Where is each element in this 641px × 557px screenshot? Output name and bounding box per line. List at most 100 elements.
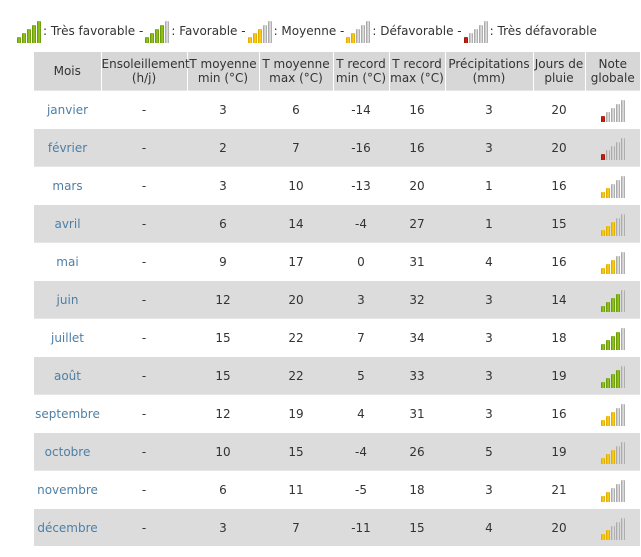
table-row: janvier -3 6 -14 16 3 20 — [34, 90, 640, 129]
header-precipitation: Précipitations (mm) — [445, 52, 534, 91]
signal-bar — [247, 37, 252, 43]
rain-days-cell: 16 — [533, 242, 585, 281]
month-cell[interactable]: octobre — [34, 432, 101, 471]
signal-bar — [610, 145, 615, 160]
signal-bar — [356, 29, 361, 43]
month-cell[interactable]: décembre — [34, 508, 101, 546]
month-cell[interactable]: février — [34, 128, 101, 167]
record-max-cell: 31 — [389, 242, 445, 281]
precipitation-cell: 3 — [445, 394, 533, 433]
legend-item-average: : Moyenne - — [247, 19, 347, 43]
header-temp-max: T moyenne max (°C) — [259, 52, 334, 91]
signal-bar — [610, 487, 615, 502]
climate-table: Mois Ensoleillement (h/j) T moyenne min (°… — [34, 52, 640, 546]
temp-max-cell: 22 — [259, 356, 333, 395]
record-min-cell: 7 — [333, 318, 389, 357]
signal-bar — [615, 483, 620, 502]
sunshine-cell: - — [101, 90, 187, 129]
overall-rating-cell — [585, 394, 640, 433]
table-row: décembre -3 7 -11 15 4 20 — [34, 508, 640, 546]
sunshine-cell: - — [101, 128, 187, 167]
record-min-cell: -5 — [333, 470, 389, 509]
legend-item-very-unfavorable: : Très défavorable — [463, 19, 599, 43]
precipitation-cell: 3 — [445, 128, 533, 167]
precipitation-cell: 3 — [445, 318, 533, 357]
record-min-cell: 0 — [333, 242, 389, 281]
record-min-cell: 4 — [333, 394, 389, 433]
sunshine-cell: - — [101, 508, 187, 546]
month-cell[interactable]: novembre — [34, 470, 101, 509]
temp-min-cell: 10 — [187, 432, 259, 471]
signal-bar — [620, 99, 625, 122]
legend-item-very-favorable: : Très favorable - — [17, 19, 145, 43]
rating-legend: : Très favorable - : Favorable - : Moyen… — [17, 17, 641, 45]
record-min-cell: 3 — [333, 280, 389, 319]
signal-bar — [17, 37, 21, 43]
month-cell[interactable]: mars — [34, 166, 101, 205]
signal-bar — [620, 403, 625, 426]
legend-label: : Très défavorable — [489, 24, 597, 38]
signal-bar — [605, 187, 610, 198]
signal-bar — [160, 25, 165, 43]
temp-max-cell: 19 — [259, 394, 333, 433]
table-row: mars -3 10 -13 20 1 16 — [34, 166, 640, 205]
temp-min-cell: 9 — [187, 242, 259, 281]
precipitation-cell: 1 — [445, 166, 533, 205]
signal-bar — [600, 153, 605, 160]
record-max-cell: 32 — [389, 280, 445, 319]
signal-bar — [620, 137, 625, 160]
month-cell[interactable]: août — [34, 356, 101, 395]
signal-bar — [361, 25, 366, 43]
precipitation-cell: 3 — [445, 356, 533, 395]
temp-max-cell: 7 — [259, 128, 333, 167]
signal-bar — [610, 221, 615, 236]
signal-bar — [600, 457, 605, 464]
signal-icon — [600, 136, 625, 160]
signal-icon — [600, 212, 625, 236]
sunshine-cell: - — [101, 356, 187, 395]
signal-bar — [610, 107, 615, 122]
temp-max-cell: 6 — [259, 90, 333, 129]
rain-days-cell: 19 — [533, 432, 585, 471]
signal-bar — [473, 29, 478, 43]
sunshine-cell: - — [101, 166, 187, 205]
header-overall-rating: Note globale — [585, 52, 640, 91]
temp-min-cell: 6 — [187, 470, 259, 509]
signal-bar — [615, 521, 620, 540]
signal-bar — [620, 175, 625, 198]
signal-bar — [605, 491, 610, 502]
record-max-cell: 27 — [389, 204, 445, 243]
signal-bar — [620, 479, 625, 502]
signal-bar — [32, 25, 36, 43]
signal-bar — [610, 373, 615, 388]
signal-icon — [600, 250, 625, 274]
overall-rating-cell — [585, 432, 640, 471]
legend-label: : Favorable - — [171, 24, 246, 38]
signal-bar — [267, 21, 272, 43]
record-max-cell: 26 — [389, 432, 445, 471]
signal-bar — [605, 453, 610, 464]
signal-bar — [610, 297, 615, 312]
signal-bar — [463, 37, 468, 43]
signal-icon — [600, 516, 625, 540]
signal-bar — [620, 213, 625, 236]
signal-bar — [478, 25, 483, 43]
month-cell[interactable]: mai — [34, 242, 101, 281]
record-max-cell: 33 — [389, 356, 445, 395]
month-cell[interactable]: janvier — [34, 90, 101, 129]
month-cell[interactable]: septembre — [34, 394, 101, 433]
signal-bar — [155, 29, 160, 43]
signal-icon — [346, 19, 371, 43]
month-cell[interactable]: juillet — [34, 318, 101, 357]
sunshine-cell: - — [101, 470, 187, 509]
signal-bar — [150, 33, 155, 43]
legend-label: : Défavorable - — [372, 24, 462, 38]
rain-days-cell: 20 — [533, 508, 585, 546]
table-row: mai -9 17 0 31 4 16 — [34, 242, 640, 281]
month-cell[interactable]: avril — [34, 204, 101, 243]
record-max-cell: 34 — [389, 318, 445, 357]
month-cell[interactable]: juin — [34, 280, 101, 319]
sunshine-cell: - — [101, 432, 187, 471]
signal-bar — [605, 111, 610, 122]
signal-bar — [600, 381, 605, 388]
